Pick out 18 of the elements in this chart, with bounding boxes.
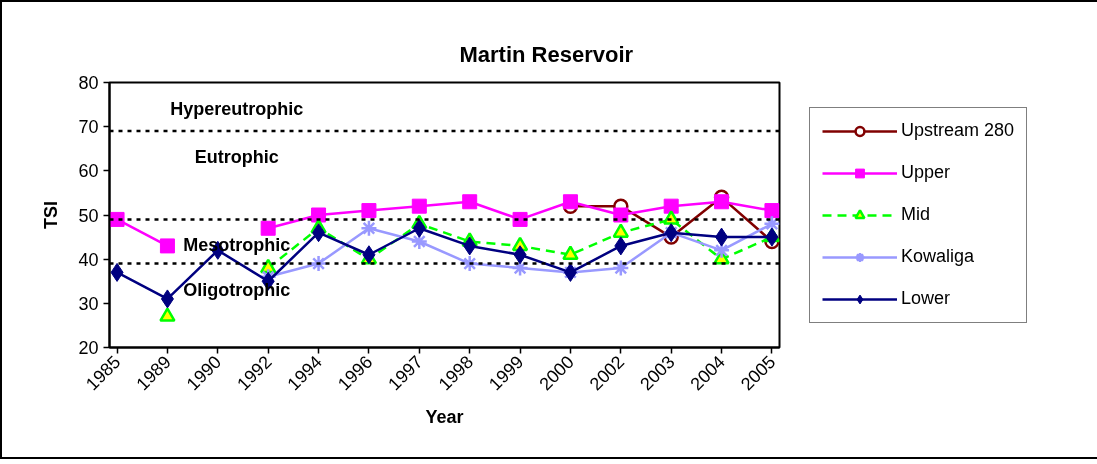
y-tick-label: 60 [78, 161, 99, 182]
legend-label: Upper [901, 161, 951, 184]
y-tick-label: 40 [78, 249, 99, 270]
chart-title: Martin Reservoir [459, 41, 634, 67]
annotation: Eutrophic [194, 147, 279, 168]
y-axis-title: TSI [41, 200, 62, 229]
annotation: Oligotrophic [183, 279, 291, 300]
y-tick-label: 80 [78, 73, 99, 93]
y-tick-label: 30 [78, 293, 99, 314]
y-tick-label: 20 [78, 338, 99, 358]
x-axis-title: Year [425, 407, 464, 428]
legend-label: Mid [901, 203, 931, 226]
legend-label: Lower [901, 287, 951, 310]
y-tick-label: 70 [78, 117, 99, 138]
y-tick-label: 50 [78, 205, 99, 226]
legend-label: Upstream 280 [901, 119, 1015, 142]
annotation: Hypereutrophic [170, 98, 304, 119]
legend-label: Kowaliga [901, 245, 975, 268]
